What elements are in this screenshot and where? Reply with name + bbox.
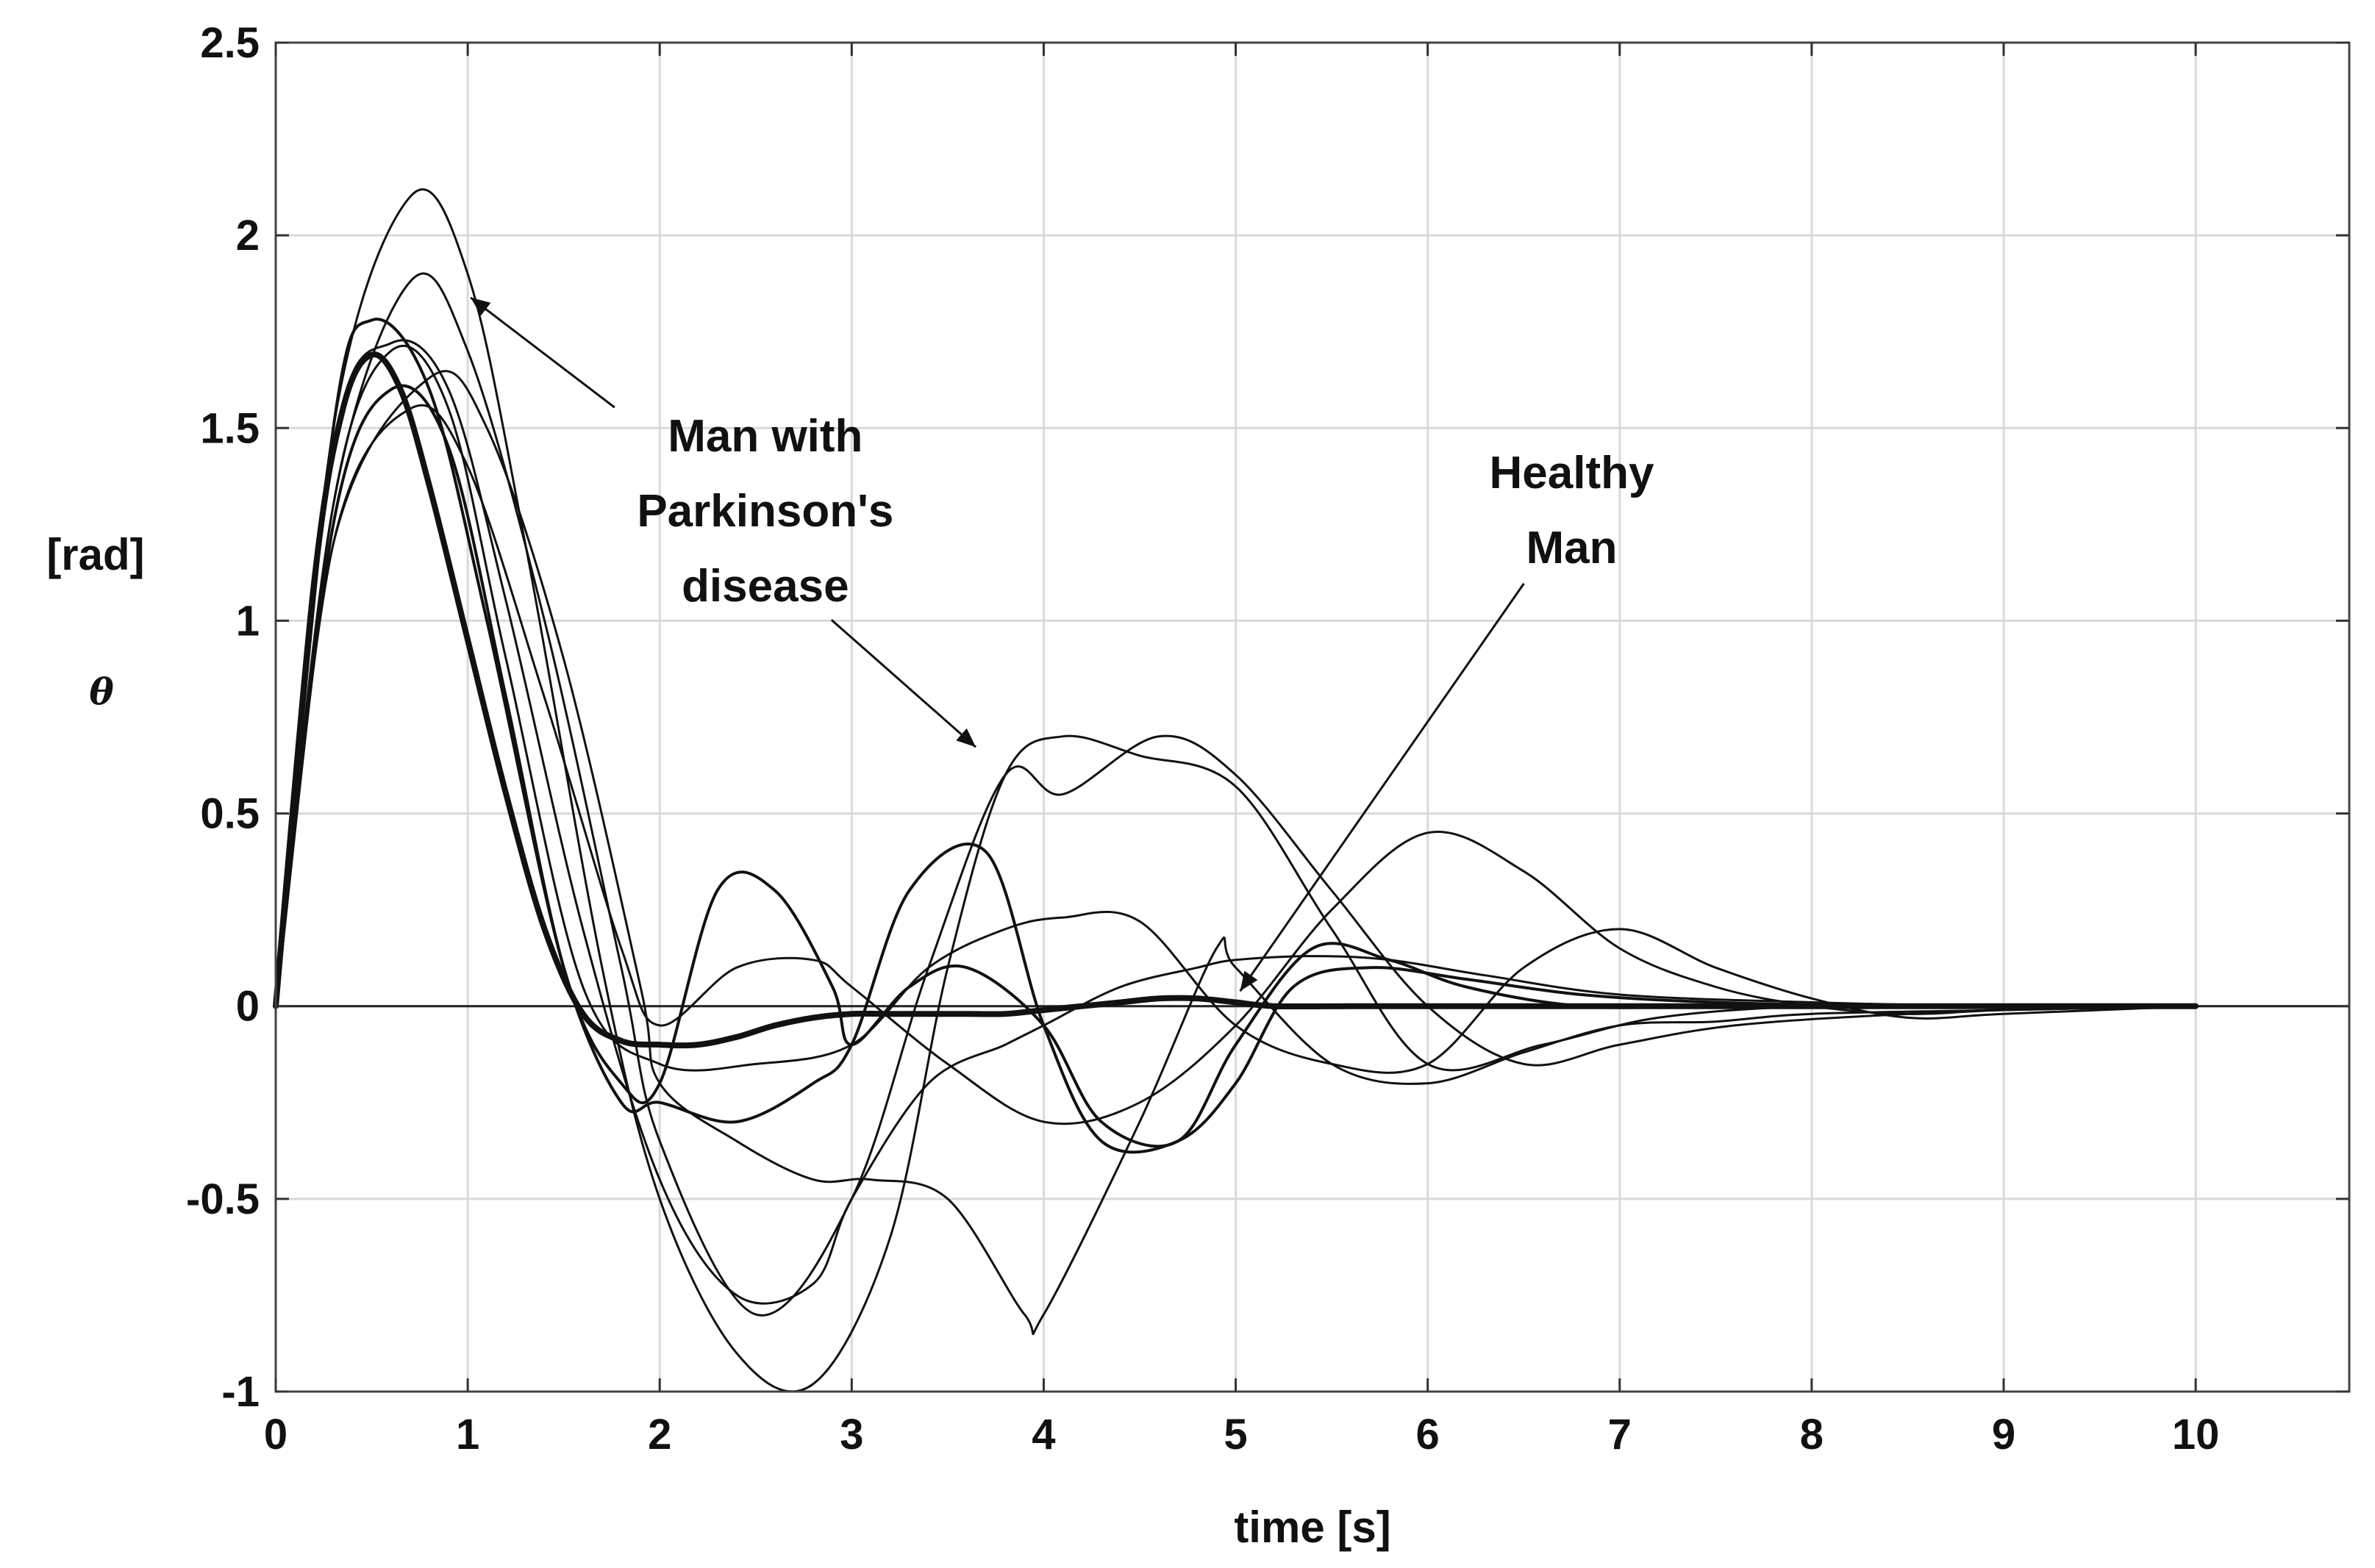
series-layer	[273, 188, 2199, 1393]
parkinson-upper-arrowhead	[471, 297, 491, 316]
x-tick-label: 8	[1800, 1411, 1824, 1458]
annotation-layer: Man with Parkinson's disease Healthy Man	[470, 296, 1654, 992]
series-line-patient-5	[274, 370, 2197, 1336]
x-tick-label: 5	[1224, 1411, 1247, 1458]
series-line-patient-7	[274, 404, 2197, 1125]
y-tick-label: 1.5	[200, 404, 260, 452]
y-tick-label: -0.5	[186, 1175, 260, 1223]
grid-layer	[274, 41, 2349, 1393]
annotation-healthy-line: Healthy	[1490, 448, 1654, 498]
plot-area	[276, 43, 2349, 1392]
x-tick-label: 0	[264, 1411, 288, 1458]
annotation-parkinson-line: Man with	[668, 411, 863, 462]
y-tick-label: 2.5	[200, 19, 260, 67]
x-tick-label: 10	[2172, 1411, 2220, 1458]
axis-layer: 0 1 2 3 4 5 6 7 8 9 10 2.5 2 1.5 1 0.5 0 -0.5 -1	[186, 19, 2351, 1458]
series-line-healthy-man	[273, 351, 2199, 1049]
x-tick-label: 7	[1608, 1411, 1632, 1458]
x-axis-title: time [s]	[1234, 1503, 1390, 1552]
x-tick-label: 2	[648, 1411, 671, 1458]
healthy-arrowhead	[1240, 970, 1258, 992]
y-tick-label: 0	[236, 983, 260, 1031]
y-tick-label: 0.5	[200, 790, 260, 838]
series-line-patient-8	[274, 345, 2197, 1074]
x-tick-label: 9	[1992, 1411, 2015, 1458]
annotation-healthy-line: Man	[1526, 523, 1618, 573]
x-tick-label: 4	[1032, 1411, 1055, 1458]
annotation-parkinson-line: disease	[682, 561, 849, 612]
y-axis-title: [rad]	[46, 530, 144, 579]
annotation-parkinson-line: Parkinson's	[637, 486, 893, 537]
series-line-patient-2	[274, 272, 2197, 1317]
series-line-patient-4	[274, 339, 2197, 1305]
healthy-arrow-line	[1239, 582, 1525, 992]
x-tick-label: 1	[456, 1411, 479, 1458]
y-axis-symbol: θ	[89, 670, 114, 713]
plot-frame	[274, 41, 2351, 1393]
parkinson-lower-arrowhead	[956, 728, 976, 748]
series-line-patient-6	[274, 384, 2198, 1154]
y-tick-label: 1	[236, 597, 260, 645]
x-tick-label: 3	[840, 1411, 863, 1458]
y-tick-label: 2	[236, 212, 260, 259]
y-tick-label: -1	[221, 1368, 260, 1416]
parkinson-lower-arrow-line	[830, 619, 976, 748]
x-tick-label: 6	[1416, 1411, 1440, 1458]
parkinson-upper-arrow-line	[470, 296, 615, 409]
